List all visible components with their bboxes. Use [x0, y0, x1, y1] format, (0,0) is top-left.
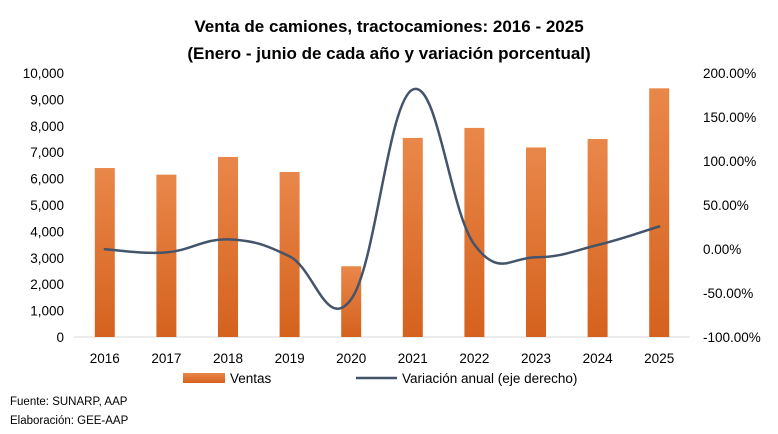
plot-area: 0 1,000 2,000 3,000 4,000 5,000 6,000 7,000 8,00…: [23, 66, 761, 366]
bar: [587, 139, 608, 337]
left-y-tick-label: 8,000: [30, 119, 64, 134]
bar: [279, 172, 300, 337]
bar: [526, 147, 546, 337]
right-y-tick-label: 200.00%: [703, 66, 756, 81]
x-tick-label: 2025: [644, 351, 674, 366]
right-y-tick-label: 150.00%: [703, 110, 756, 125]
bar: [218, 156, 238, 337]
x-tick-label: 2020: [336, 351, 366, 366]
legend-label-variacion: Variación anual (eje derecho): [402, 371, 577, 386]
left-y-tick-label: 6,000: [30, 172, 64, 187]
right-y-tick-label: -100.00%: [703, 330, 761, 345]
right-y-tick-label: -50.00%: [703, 286, 753, 301]
variation-line: [103, 87, 661, 310]
bar: [94, 168, 115, 337]
x-tick-label: 2024: [583, 351, 614, 366]
left-y-tick-label: 0: [56, 330, 64, 345]
legend-swatch-ventas: [183, 373, 225, 383]
x-tick-label: 2016: [90, 351, 120, 366]
bar: [649, 88, 670, 337]
right-y-axis: -100.00% -50.00% 0.00% 50.00% 100.00% 150.00%…: [703, 66, 761, 345]
bar: [156, 174, 177, 337]
left-y-tick-label: 2,000: [30, 277, 64, 292]
bar: [464, 127, 485, 337]
left-y-tick-label: 3,000: [30, 251, 64, 266]
right-y-tick-label: 100.00%: [703, 154, 756, 169]
left-y-tick-label: 5,000: [30, 198, 64, 213]
left-y-tick-label: 10,000: [23, 66, 64, 81]
legend: Ventas Variación anual (eje derecho): [183, 371, 577, 386]
x-tick-label: 2019: [275, 351, 305, 366]
chart-subtitle: (Enero - junio de cada año y variación p…: [187, 44, 590, 63]
prepared-by-note: Elaboración: GEE-AAP: [10, 415, 129, 427]
bar: [402, 137, 423, 337]
left-y-axis: 0 1,000 2,000 3,000 4,000 5,000 6,000 7,000 8,00…: [23, 66, 64, 345]
source-note: Fuente: SUNARP, AAP: [10, 396, 128, 408]
x-tick-label: 2021: [398, 351, 428, 366]
x-tick-label: 2022: [459, 351, 489, 366]
right-y-tick-label: 0.00%: [703, 242, 741, 257]
left-y-tick-label: 4,000: [30, 224, 64, 239]
x-tick-label: 2018: [213, 351, 243, 366]
legend-label-ventas: Ventas: [230, 371, 272, 386]
x-axis: 2016 2017 2018 2019 2020 2021 2022 2023 2024 2025: [90, 351, 674, 366]
x-tick-label: 2023: [521, 351, 551, 366]
left-y-tick-label: 9,000: [30, 92, 64, 107]
x-tick-label: 2017: [151, 351, 181, 366]
bar: [341, 266, 362, 337]
right-y-tick-label: 50.00%: [703, 198, 749, 213]
left-y-tick-label: 7,000: [30, 145, 64, 160]
left-y-tick-label: 1,000: [30, 304, 64, 319]
bar-series: [94, 88, 670, 337]
chart-title: Venta de camiones, tractocamiones: 2016 …: [194, 17, 583, 36]
